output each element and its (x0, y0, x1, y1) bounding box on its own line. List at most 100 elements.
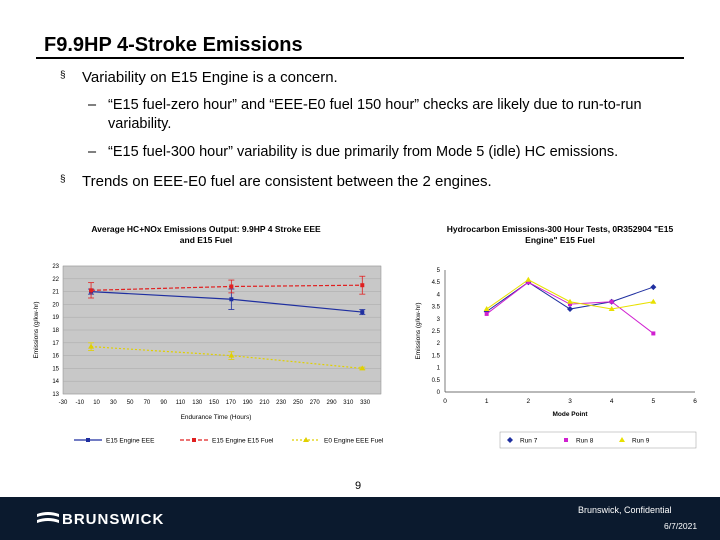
data-point (88, 343, 95, 349)
legend-label: Run 8 (576, 438, 594, 445)
confidential-notice: Brunswick, Confidential (578, 505, 672, 515)
legend-marker (619, 437, 625, 442)
bullet-mark: § (60, 70, 66, 81)
emissions-output-chart: 13 14 15 16 17 18 19 20 21 22 23 -30 -10 10 30 50 70 90 11… (33, 264, 384, 445)
x-tick-label: 270 (310, 400, 321, 406)
data-point (228, 352, 235, 358)
y-tick-label: 0 (437, 390, 441, 396)
x-tick-label: 0 (443, 398, 447, 405)
x-tick-label: 5 (652, 398, 656, 405)
bullet-2-text: Trends on EEE-E0 fuel are consistent bet… (82, 173, 492, 190)
y-tick-label: 15 (52, 366, 59, 372)
data-point (567, 306, 573, 313)
x-tick-label: 230 (276, 400, 287, 406)
data-point (359, 365, 366, 371)
data-point (360, 283, 365, 288)
data-point (526, 280, 531, 285)
y-tick-label: 4 (437, 292, 441, 298)
x-tick-label: 30 (110, 400, 117, 406)
data-point (484, 311, 489, 316)
legend-marker (303, 437, 309, 442)
y-tick-label: 3.5 (432, 305, 441, 311)
legend-marker (564, 438, 568, 442)
x-tick-label: 290 (327, 400, 338, 406)
y-tick-label: 5 (437, 268, 441, 274)
y-tick-label: 18 (52, 328, 59, 334)
x-tick-label: 210 (259, 400, 270, 406)
x-tick-label: 330 (360, 400, 371, 406)
bullet-1-text: Variability on E15 Engine is a concern. (82, 69, 338, 86)
data-point (650, 284, 657, 291)
data-point (568, 302, 572, 307)
data-point (567, 298, 573, 304)
title-underline (36, 57, 684, 59)
legend-marker (86, 438, 90, 442)
x-tick-label: 90 (160, 400, 167, 406)
y-tick-label: 13 (52, 392, 59, 398)
x-tick-label: 190 (243, 400, 254, 406)
bullet-mark: § (60, 174, 66, 185)
legend-label: E0 Engine EEE Fuel (324, 438, 384, 445)
legend-label: Run 9 (632, 438, 650, 445)
data-point (229, 297, 234, 302)
legend-label: E15 Engine E15 Fuel (212, 438, 274, 445)
y-tick-label: 21 (52, 290, 59, 296)
x-tick-label: 50 (127, 400, 134, 406)
x-tick-label: -10 (75, 400, 84, 406)
x-tick-label: 310 (343, 400, 354, 406)
y-tick-label: 22 (52, 277, 59, 283)
y-tick-label: 19 (52, 315, 59, 321)
y-tick-label: 1 (437, 366, 441, 372)
data-point (525, 276, 532, 282)
x-axis-label: Mode Point (552, 411, 588, 418)
y-tick-label: 20 (52, 302, 59, 308)
subbullet-2-text: “E15 fuel-300 hour” variability is due p… (108, 144, 619, 160)
y-tick-label: 14 (52, 379, 59, 385)
y-tick-label: 3 (437, 317, 441, 323)
x-tick-label: 70 (144, 400, 151, 406)
footer-date: 6/7/2021 (664, 521, 698, 531)
x-tick-label: 10 (93, 400, 100, 406)
x-tick-label: 6 (693, 398, 697, 405)
x-axis-label: Endurance Time (Hours) (181, 414, 252, 421)
data-point (651, 331, 656, 336)
data-point (360, 310, 365, 315)
legend-label: Run 7 (520, 438, 538, 445)
footer-bar (0, 497, 720, 540)
x-tick-label: 2 (527, 398, 531, 405)
data-point (650, 298, 657, 304)
x-tick-label: -30 (59, 400, 68, 406)
subbullet-dash: – (88, 144, 97, 160)
data-point (608, 306, 615, 312)
page-number: 9 (355, 480, 362, 492)
x-tick-label: 1 (485, 398, 489, 405)
y-tick-label: 23 (52, 264, 59, 270)
subbullet-1-text: “E15 fuel-zero hour” and “EEE-E0 fuel 15… (108, 97, 642, 132)
chart1-title: Average HC+NOx Emissions Output: 9.9HP 4… (91, 224, 321, 245)
data-point (609, 299, 614, 304)
chart2-title: Hydrocarbon Emissions-300 Hour Tests, 0R… (446, 224, 674, 245)
x-tick-label: 4 (610, 398, 614, 405)
data-point (483, 306, 490, 312)
y-axis-label: Emissions (g/kw-hr) (415, 302, 422, 359)
legend-marker (507, 437, 513, 443)
legend-box (499, 431, 697, 449)
legend-label: E15 Engine EEE (106, 438, 155, 445)
x-tick-label: 110 (176, 400, 186, 406)
x-tick-label: 130 (192, 400, 203, 406)
subbullet-dash: – (88, 97, 97, 113)
y-tick-label: 17 (52, 341, 59, 347)
x-tick-label: 170 (226, 400, 237, 406)
x-tick-label: 150 (209, 400, 220, 406)
y-tick-label: 2.5 (432, 329, 441, 335)
brunswick-logo-icon (37, 512, 59, 523)
legend-marker (192, 438, 196, 442)
y-tick-label: 1.5 (432, 353, 441, 359)
y-axis-label: Emissions (g/kw-hr) (33, 301, 40, 358)
x-tick-label: 250 (293, 400, 304, 406)
y-tick-label: 16 (52, 354, 59, 360)
data-point (229, 284, 234, 289)
y-tick-label: 0.5 (432, 378, 441, 384)
brunswick-logo-text: BRUNSWICK (62, 511, 165, 528)
y-tick-label: 2 (437, 341, 441, 347)
